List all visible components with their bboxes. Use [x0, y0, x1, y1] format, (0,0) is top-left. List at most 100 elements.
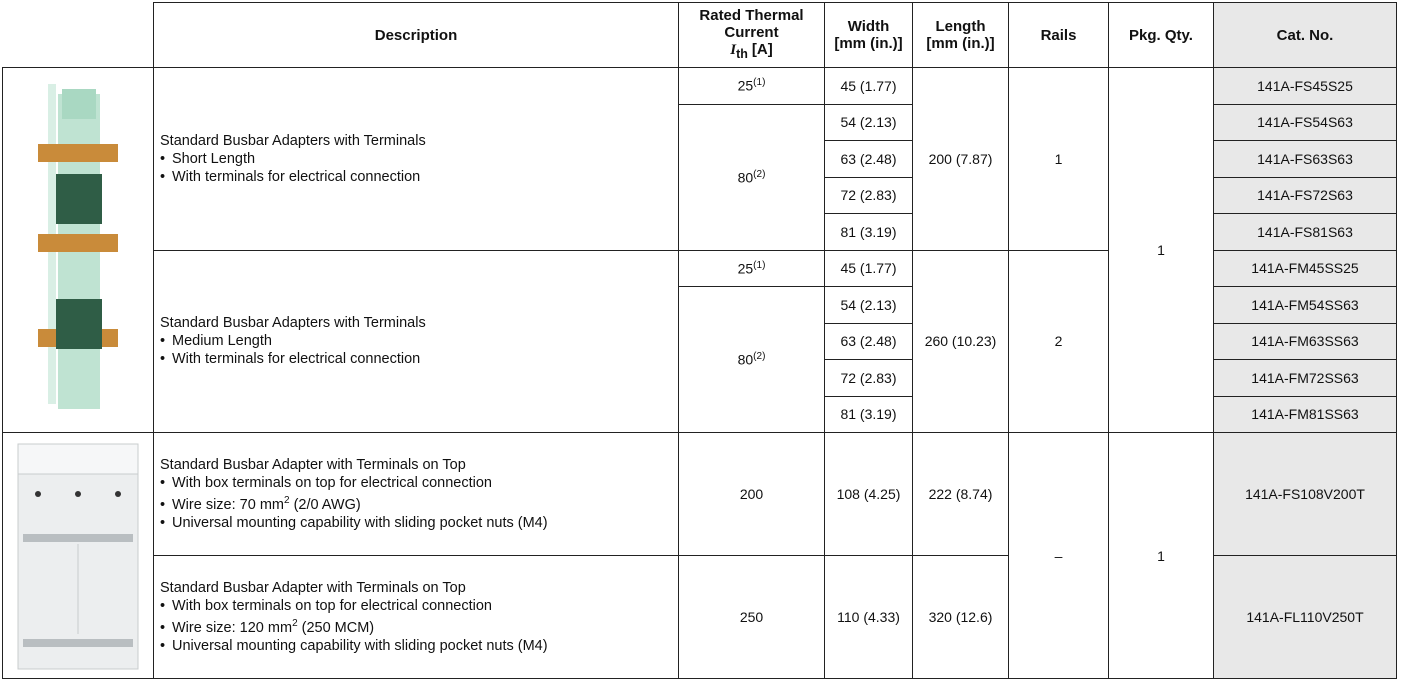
bullet: Universal mounting capability with slidi…	[160, 637, 674, 655]
image-cell	[2, 432, 154, 679]
current-value: 200	[739, 486, 764, 502]
row: 72 (2.83) 141A-FM72SS63	[3, 359, 1397, 397]
description-title: Standard Busbar Adapters with Terminals	[160, 132, 426, 149]
length: 200 (7.87)	[912, 67, 1009, 251]
header-blank	[2, 2, 154, 68]
header-text: Width	[847, 18, 890, 35]
cat-no: 141A-FS81S63	[1213, 213, 1397, 251]
bullet: With terminals for electrical connection	[160, 350, 674, 368]
section: Standard Busbar Adapters with TerminalsS…	[2, 67, 1397, 433]
bullet-text: (250 MCM)	[301, 619, 375, 636]
cat-no: 141A-FM45SS25	[1213, 249, 1397, 287]
pkg-qty: 1	[1108, 67, 1214, 433]
cat-no: 141A-FS108V200T	[1213, 432, 1397, 556]
row: Standard Busbar Adapters with TerminalsM…	[3, 249, 1397, 433]
current-value: 25	[737, 78, 754, 95]
superscript: 2	[284, 495, 290, 507]
clamp	[56, 298, 102, 349]
clamp	[56, 173, 102, 224]
header-description: Description	[153, 2, 679, 68]
width: 72 (2.83)	[824, 359, 913, 397]
nut-slot	[23, 534, 133, 542]
header-unit: [A]	[751, 41, 773, 58]
current-value: 25	[737, 260, 754, 277]
cat-no: 141A-FL110V250T	[1213, 555, 1397, 679]
width: 54 (2.13)	[824, 286, 913, 324]
terminal-block	[62, 88, 96, 119]
description-title: Standard Busbar Adapters with Terminals	[160, 315, 426, 332]
row: Standard Busbar Adapter with Terminals o…	[3, 555, 1397, 679]
screw	[35, 491, 41, 497]
row: Standard Busbar Adapters with TerminalsS…	[2, 67, 1397, 433]
header-text: Rated Thermal Current	[699, 7, 804, 41]
description: Standard Busbar Adapter with Terminals o…	[153, 432, 679, 556]
rails: 1	[1008, 67, 1109, 251]
bullet: Wire size: 70 mm2(2/0 AWG)	[160, 492, 674, 514]
product-image	[38, 83, 118, 409]
cat-no: 141A-FM63SS63	[1213, 322, 1397, 360]
superscript: 2	[292, 618, 298, 630]
header-length: Length [mm (in.)]	[912, 2, 1009, 68]
cat-no: 141A-FM72SS63	[1213, 359, 1397, 397]
length: 320 (12.6)	[912, 555, 1009, 679]
bullet: With box terminals on top for electrical…	[160, 597, 674, 615]
width: 110 (4.33)	[824, 555, 913, 679]
header-text: Length	[935, 18, 986, 35]
bullet: With terminals for electrical connection	[160, 168, 674, 186]
row: 72 (2.83) 141A-FS72S63	[3, 176, 1397, 214]
width: 54 (2.13)	[824, 103, 913, 141]
screw	[75, 491, 81, 497]
rated-current: 200	[678, 432, 825, 556]
width: 45 (1.77)	[824, 67, 913, 105]
header-pkg-qty: Pkg. Qty.	[1108, 2, 1214, 68]
cat-no: 141A-FM54SS63	[1213, 286, 1397, 324]
bullet-text: Wire size: 70 mm	[172, 496, 284, 513]
rated-current: 250	[678, 555, 825, 679]
description: Standard Busbar Adapter with Terminals o…	[153, 555, 679, 679]
width: 63 (2.48)	[824, 322, 913, 360]
rail	[38, 233, 118, 252]
product-image	[17, 443, 139, 670]
screw	[115, 491, 121, 497]
cat-no: 141A-FS63S63	[1213, 140, 1397, 178]
header-cat-no: Cat. No.	[1213, 2, 1397, 68]
bullet: With box terminals on top for electrical…	[160, 474, 674, 492]
header-width: Width [mm (in.)]	[824, 2, 913, 68]
length: 260 (10.23)	[912, 249, 1009, 433]
header-symbol: I	[730, 42, 737, 58]
bullet-text: (2/0 AWG)	[293, 496, 361, 513]
row: 81 (3.19) 141A-FS81S63	[3, 213, 1397, 251]
row: Standard Busbar Adapter with Terminals o…	[2, 432, 1397, 679]
description: Standard Busbar Adapters with TerminalsM…	[153, 249, 679, 433]
rated-current: 25(1)	[678, 249, 825, 287]
width: 63 (2.48)	[824, 140, 913, 178]
row: 63 (2.48) 141A-FS63S63	[3, 140, 1397, 178]
footnote-ref: (1)	[753, 259, 766, 271]
width: 108 (4.25)	[824, 432, 913, 556]
header-rails: Rails	[1008, 2, 1109, 68]
image-cell	[2, 67, 154, 433]
length: 222 (8.74)	[912, 432, 1009, 556]
header-row: Description Rated Thermal Current Ith [A] Wi…	[2, 2, 1397, 68]
cat-no: 141A-FS54S63	[1213, 103, 1397, 141]
bullet: Short Length	[160, 150, 674, 168]
rails: 2	[1008, 249, 1109, 433]
top-cover	[17, 443, 139, 475]
section: Standard Busbar Adapter with Terminals o…	[2, 432, 1397, 679]
bullet: Universal mounting capability with slidi…	[160, 514, 674, 532]
cat-no: 141A-FS45S25	[1213, 67, 1397, 105]
rails: –	[1008, 432, 1109, 679]
current-value: 250	[739, 609, 764, 625]
row: 63 (2.48) 141A-FM63SS63	[3, 322, 1397, 360]
nut-slot	[23, 639, 133, 647]
description-title: Standard Busbar Adapter with Terminals o…	[160, 580, 466, 597]
rail	[38, 143, 118, 162]
description: Standard Busbar Adapters with TerminalsS…	[153, 67, 679, 251]
bullet-text: Wire size: 120 mm	[172, 619, 293, 636]
width: 81 (3.19)	[824, 213, 913, 251]
footnote-ref: (2)	[753, 351, 766, 363]
width: 45 (1.77)	[824, 249, 913, 287]
width: 81 (3.19)	[824, 395, 913, 433]
description-title: Standard Busbar Adapter with Terminals o…	[160, 457, 466, 474]
row: 81 (3.19) 141A-FM81SS63	[3, 395, 1397, 433]
